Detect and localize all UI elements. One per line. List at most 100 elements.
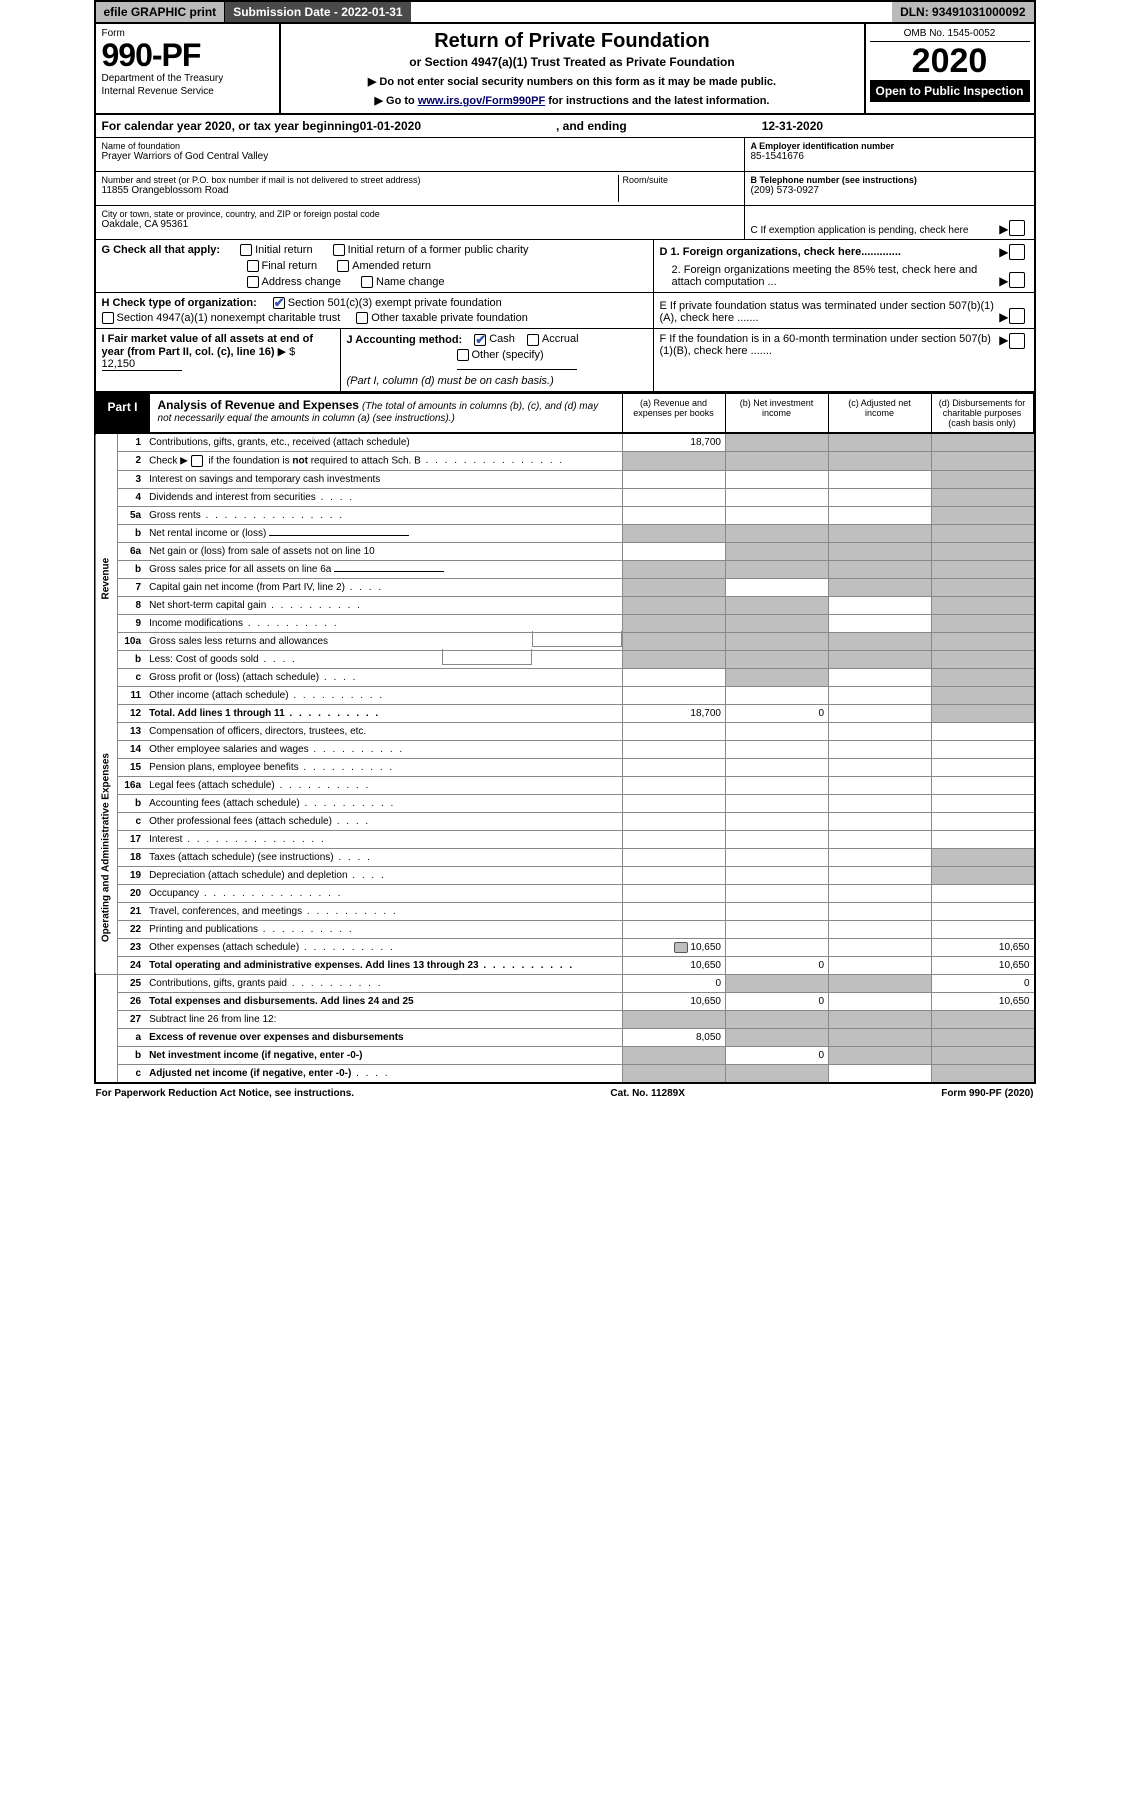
j-accrual-checkbox[interactable]	[527, 334, 539, 346]
row-num: 10a	[117, 632, 145, 650]
row-desc: Gross rents	[145, 506, 622, 524]
j-cash-checkbox[interactable]	[474, 334, 486, 346]
name-change-checkbox[interactable]	[361, 276, 373, 288]
amt-d: 10,650	[932, 956, 1035, 974]
table-row: Revenue 1 Contributions, gifts, grants, …	[95, 434, 1035, 452]
section-j: J Accounting method: Cash Accrual Other …	[341, 329, 654, 390]
arrow-icon: ▶	[999, 310, 1008, 324]
form-title: Return of Private Foundation	[291, 30, 854, 53]
table-row: 14Other employee salaries and wages	[95, 740, 1035, 758]
final-return-checkbox[interactable]	[247, 260, 259, 272]
cal-mid: , and ending	[421, 119, 762, 133]
col-c-header: (c) Adjusted net income	[829, 394, 932, 432]
row-num: b	[117, 1046, 145, 1064]
amt-a: 8,050	[623, 1028, 726, 1046]
header-left: Form 990-PF Department of the Treasury I…	[96, 24, 281, 113]
schb-checkbox[interactable]	[191, 455, 203, 467]
row-num: b	[117, 794, 145, 812]
row-desc: Total expenses and disbursements. Add li…	[145, 992, 622, 1010]
row-num: 18	[117, 848, 145, 866]
row-desc: Less: Cost of goods sold	[145, 650, 622, 668]
row-num: 26	[117, 992, 145, 1010]
row-desc: Pension plans, employee benefits	[145, 758, 622, 776]
row-desc: Other income (attach schedule)	[145, 686, 622, 704]
row-num: c	[117, 812, 145, 830]
col-b-header: (b) Net investment income	[726, 394, 829, 432]
row-num: 21	[117, 902, 145, 920]
table-row: 20Occupancy	[95, 884, 1035, 902]
row-num: 17	[117, 830, 145, 848]
h-other-checkbox[interactable]	[356, 312, 368, 324]
address-change-label: Address change	[262, 276, 342, 288]
footer-mid: Cat. No. 11289X	[610, 1088, 684, 1099]
exemption-cell: C If exemption application is pending, c…	[745, 206, 1034, 240]
dln-label: DLN: 93491031000092	[892, 2, 1033, 22]
exemption-checkbox[interactable]	[1009, 220, 1025, 236]
h-501c3-checkbox[interactable]	[273, 297, 285, 309]
j-other-checkbox[interactable]	[457, 349, 469, 361]
address-change-checkbox[interactable]	[247, 276, 259, 288]
row-desc: Other employee salaries and wages	[145, 740, 622, 758]
amt-d: 0	[932, 974, 1035, 992]
e-checkbox[interactable]	[1009, 308, 1025, 324]
table-row: 22Printing and publications	[95, 920, 1035, 938]
city-label: City or town, state or province, country…	[102, 209, 738, 219]
row-num: 23	[117, 938, 145, 956]
row-desc: Dividends and interest from securities	[145, 488, 622, 506]
d1-checkbox[interactable]	[1009, 244, 1025, 260]
submission-date-label: Submission Date - 2022-01-31	[225, 2, 410, 22]
ein-label: A Employer identification number	[751, 141, 1028, 151]
amt-d: 10,650	[932, 938, 1035, 956]
e-label: E If private foundation status was termi…	[660, 300, 1000, 324]
table-row: bAccounting fees (attach schedule)	[95, 794, 1035, 812]
initial-return-checkbox[interactable]	[240, 244, 252, 256]
phone-value: (209) 573-0927	[751, 185, 1028, 196]
section-e: E If private foundation status was termi…	[654, 293, 1034, 328]
g-check-apply: G Check all that apply: Initial return I…	[96, 240, 654, 292]
table-row: 7Capital gain net income (from Part IV, …	[95, 578, 1035, 596]
section-i: I Fair market value of all assets at end…	[96, 329, 341, 390]
cal-begin: 01-01-2020	[360, 119, 421, 133]
row-desc: Excess of revenue over expenses and disb…	[145, 1028, 622, 1046]
phone-label: B Telephone number (see instructions)	[751, 175, 1028, 185]
row-desc: Compensation of officers, directors, tru…	[145, 722, 622, 740]
table-row: bNet rental income or (loss)	[95, 524, 1035, 542]
instr2-pre: ▶ Go to	[375, 95, 418, 107]
arrow-icon: ▶	[999, 245, 1008, 259]
h-4947-checkbox[interactable]	[102, 312, 114, 324]
row-num: 13	[117, 722, 145, 740]
expenses-sidebar: Operating and Administrative Expenses	[95, 722, 118, 974]
amt-b	[726, 434, 829, 452]
amt-d	[932, 434, 1035, 452]
amended-return-checkbox[interactable]	[337, 260, 349, 272]
row-num: 2	[117, 451, 145, 470]
table-row: aExcess of revenue over expenses and dis…	[95, 1028, 1035, 1046]
row-num: 8	[117, 596, 145, 614]
revenue-sidebar: Revenue	[95, 434, 118, 723]
arrow-icon: ▶	[999, 333, 1008, 347]
r2-post: if the foundation is not required to att…	[206, 455, 421, 466]
form990pf-link[interactable]: www.irs.gov/Form990PF	[418, 95, 545, 107]
j-other-line	[457, 369, 577, 370]
g-label: G Check all that apply:	[102, 244, 221, 256]
address-cell: Number and street (or P.O. box number if…	[96, 172, 744, 206]
form-subtitle: or Section 4947(a)(1) Trust Treated as P…	[291, 55, 854, 69]
row-desc: Interest	[145, 830, 622, 848]
efile-print-button[interactable]: efile GRAPHIC print	[96, 2, 226, 22]
identity-left: Name of foundation Prayer Warriors of Go…	[96, 138, 744, 240]
j-note: (Part I, column (d) must be on cash basi…	[347, 375, 647, 387]
amt-b: 0	[726, 1046, 829, 1064]
table-row: 23Other expenses (attach schedule) 10,650…	[95, 938, 1035, 956]
initial-former-checkbox[interactable]	[333, 244, 345, 256]
attachment-icon[interactable]	[674, 942, 688, 953]
row-desc: Other expenses (attach schedule)	[145, 938, 622, 956]
row-desc: Occupancy	[145, 884, 622, 902]
d2-checkbox[interactable]	[1009, 272, 1025, 288]
f-checkbox[interactable]	[1009, 333, 1025, 349]
row-desc: Gross profit or (loss) (attach schedule)	[145, 668, 622, 686]
exemption-label: C If exemption application is pending, c…	[751, 225, 1000, 236]
amt-b: 0	[726, 992, 829, 1010]
table-row: 26Total expenses and disbursements. Add …	[95, 992, 1035, 1010]
h-501c3-label: Section 501(c)(3) exempt private foundat…	[288, 297, 502, 309]
arrow-icon: ▶	[999, 274, 1008, 288]
